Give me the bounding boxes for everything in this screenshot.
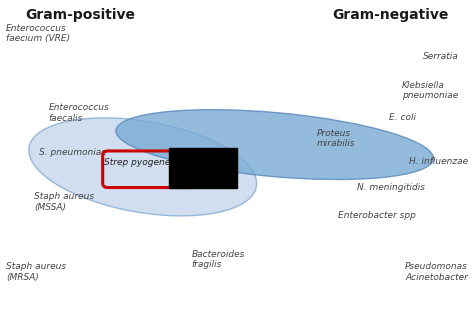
Text: Enterococcus
faecium (VRE): Enterococcus faecium (VRE) xyxy=(6,24,70,43)
Text: Gram-negative: Gram-negative xyxy=(333,8,449,22)
Ellipse shape xyxy=(29,118,256,216)
Text: Klebsiella
pneumoniae: Klebsiella pneumoniae xyxy=(402,81,458,100)
Text: Strep pyogenes: Strep pyogenes xyxy=(104,158,175,167)
Text: H. influenzae: H. influenzae xyxy=(409,157,468,166)
Text: Serratia: Serratia xyxy=(423,52,458,61)
Ellipse shape xyxy=(116,110,434,179)
Text: Staph aureus
(MSSA): Staph aureus (MSSA) xyxy=(35,192,94,212)
Text: Pseudomonas
Acinetobacter: Pseudomonas Acinetobacter xyxy=(405,262,468,282)
Text: Enterobacter spp: Enterobacter spp xyxy=(338,212,416,221)
Text: S. pneumoniae: S. pneumoniae xyxy=(39,148,107,157)
Text: Staph aureus
(MRSA): Staph aureus (MRSA) xyxy=(6,262,66,282)
Text: Proteus
mirabilis: Proteus mirabilis xyxy=(317,129,356,148)
Bar xyxy=(169,148,237,187)
Text: E. coli: E. coli xyxy=(389,113,416,122)
Text: N. meningitidis: N. meningitidis xyxy=(357,183,426,192)
Text: Gram-positive: Gram-positive xyxy=(25,8,135,22)
Text: Enterococcus
faecalis: Enterococcus faecalis xyxy=(48,103,109,123)
Text: Bacteroides
fragilis: Bacteroides fragilis xyxy=(191,250,245,269)
